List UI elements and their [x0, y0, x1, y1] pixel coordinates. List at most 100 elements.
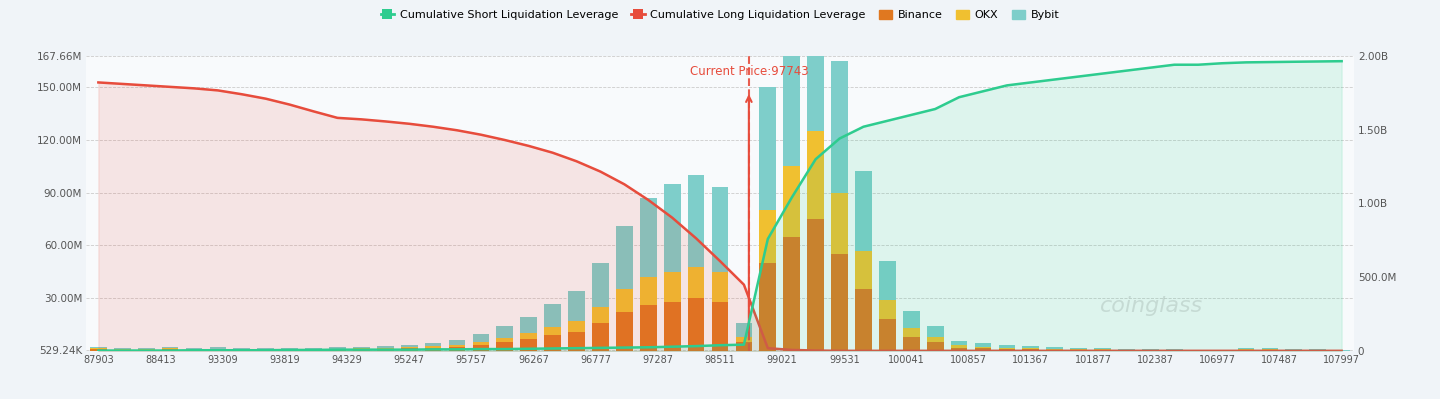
- Bar: [1142, 349, 1159, 350]
- Bar: [592, 263, 609, 307]
- Bar: [210, 349, 226, 350]
- Bar: [878, 320, 896, 351]
- Bar: [1117, 350, 1135, 351]
- Bar: [425, 344, 442, 346]
- Text: Current Price:97743: Current Price:97743: [690, 65, 808, 78]
- Bar: [831, 61, 848, 193]
- Bar: [210, 348, 226, 349]
- Bar: [1117, 349, 1135, 350]
- Bar: [161, 348, 179, 349]
- Bar: [377, 346, 393, 348]
- Bar: [1022, 348, 1040, 350]
- Bar: [89, 349, 107, 351]
- Bar: [1070, 348, 1087, 349]
- Bar: [138, 348, 154, 350]
- Bar: [1142, 350, 1159, 351]
- Bar: [425, 348, 442, 351]
- Bar: [950, 348, 968, 351]
- Bar: [330, 350, 346, 351]
- Bar: [544, 327, 562, 335]
- Bar: [353, 347, 370, 348]
- Bar: [377, 349, 393, 351]
- Bar: [1094, 348, 1110, 350]
- Bar: [377, 348, 393, 349]
- Bar: [855, 172, 871, 251]
- Bar: [400, 347, 418, 348]
- Bar: [1166, 350, 1182, 351]
- Bar: [472, 334, 490, 342]
- Bar: [305, 350, 323, 351]
- Bar: [233, 349, 251, 350]
- Bar: [114, 348, 131, 349]
- Bar: [759, 210, 776, 263]
- Bar: [927, 326, 943, 337]
- Bar: [186, 348, 203, 349]
- Bar: [138, 350, 154, 351]
- Bar: [161, 349, 179, 351]
- Bar: [616, 226, 632, 290]
- Bar: [783, 8, 801, 166]
- Bar: [281, 348, 298, 350]
- Bar: [544, 335, 562, 351]
- Bar: [1261, 348, 1279, 350]
- Bar: [639, 277, 657, 305]
- Bar: [927, 342, 943, 351]
- Bar: [688, 267, 704, 298]
- Bar: [975, 344, 991, 347]
- Bar: [903, 310, 920, 328]
- Bar: [878, 261, 896, 300]
- Bar: [400, 348, 418, 351]
- Bar: [449, 340, 465, 345]
- Bar: [1237, 348, 1254, 349]
- Bar: [783, 237, 801, 351]
- Bar: [114, 349, 131, 350]
- Bar: [711, 188, 729, 272]
- Bar: [759, 263, 776, 351]
- Bar: [950, 346, 968, 348]
- Bar: [569, 291, 585, 321]
- Bar: [616, 290, 632, 312]
- Bar: [736, 337, 752, 342]
- Bar: [711, 272, 729, 302]
- Bar: [353, 348, 370, 349]
- Bar: [544, 304, 562, 327]
- Bar: [998, 348, 1015, 349]
- Bar: [664, 302, 681, 351]
- Bar: [688, 175, 704, 267]
- Bar: [449, 345, 465, 347]
- Bar: [927, 337, 943, 342]
- Bar: [281, 350, 298, 351]
- Bar: [161, 347, 179, 348]
- Bar: [186, 350, 203, 351]
- Legend: Cumulative Short Liquidation Leverage, Cumulative Long Liquidation Leverage, Bin: Cumulative Short Liquidation Leverage, C…: [376, 6, 1064, 25]
- Bar: [497, 338, 513, 342]
- Bar: [950, 341, 968, 346]
- Bar: [855, 290, 871, 351]
- Bar: [998, 349, 1015, 351]
- Bar: [330, 349, 346, 350]
- Bar: [664, 184, 681, 272]
- Bar: [998, 345, 1015, 348]
- Bar: [688, 298, 704, 351]
- Bar: [1022, 346, 1040, 348]
- Bar: [808, 0, 824, 131]
- Bar: [520, 317, 537, 333]
- Bar: [1237, 349, 1254, 350]
- Bar: [1047, 350, 1063, 351]
- Bar: [520, 339, 537, 351]
- Bar: [878, 300, 896, 320]
- Bar: [1070, 350, 1087, 351]
- Bar: [353, 349, 370, 351]
- Bar: [186, 349, 203, 350]
- Bar: [400, 345, 418, 347]
- Bar: [472, 345, 490, 351]
- Bar: [759, 87, 776, 210]
- Bar: [903, 328, 920, 337]
- Bar: [616, 312, 632, 351]
- Bar: [855, 251, 871, 290]
- Bar: [711, 302, 729, 351]
- Bar: [497, 342, 513, 351]
- Bar: [975, 347, 991, 348]
- Bar: [808, 131, 824, 219]
- Bar: [1261, 350, 1279, 351]
